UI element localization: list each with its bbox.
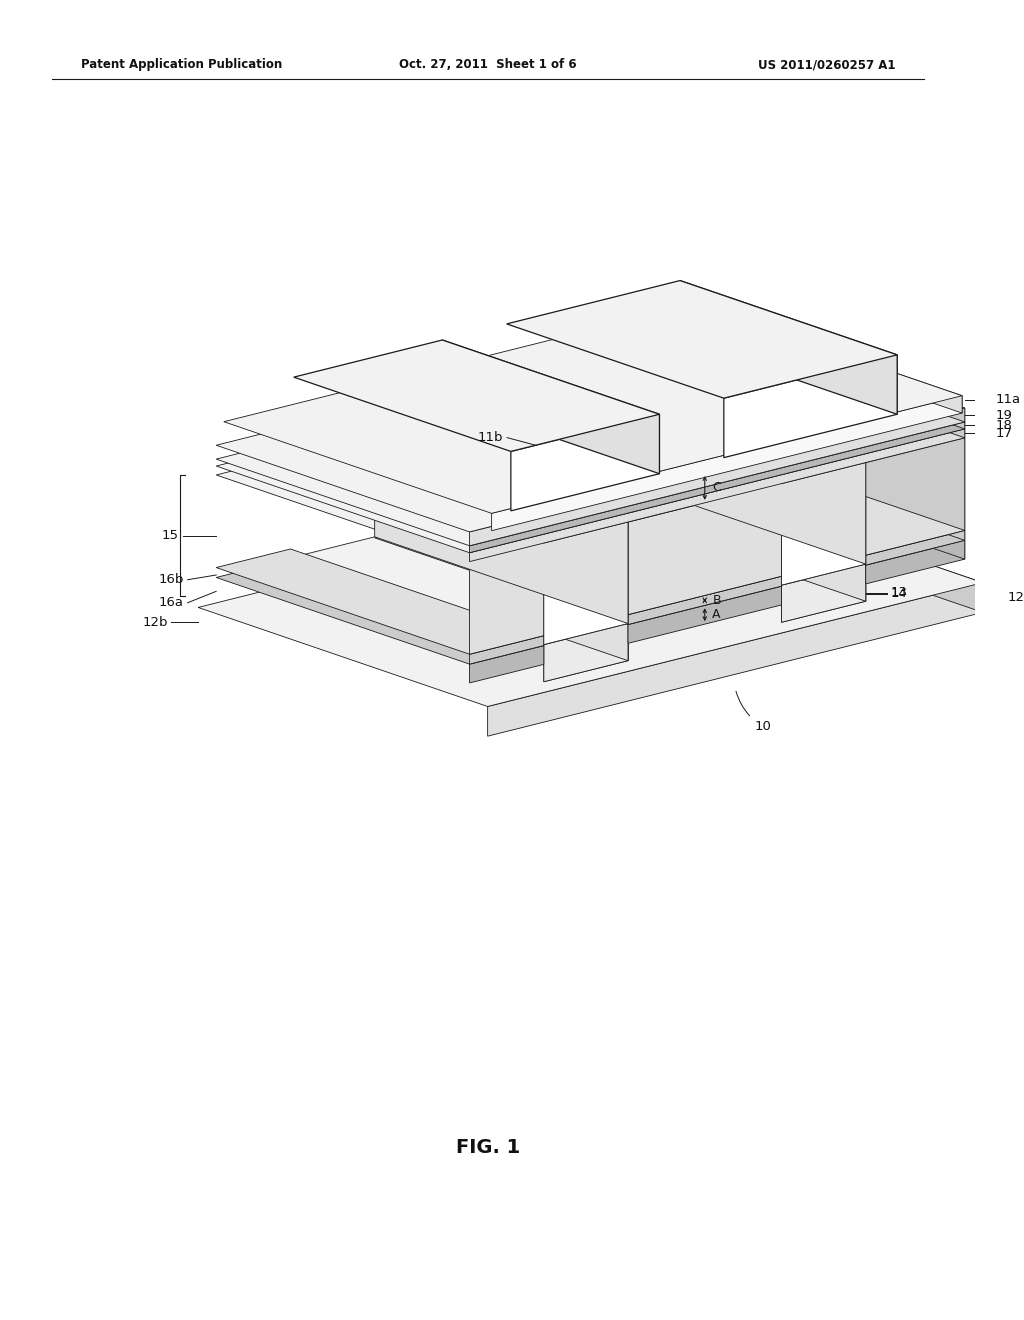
Text: 14: 14 (891, 587, 907, 601)
Text: C: C (713, 482, 721, 495)
Polygon shape (291, 552, 628, 660)
Polygon shape (612, 444, 965, 556)
Polygon shape (694, 304, 963, 413)
Polygon shape (294, 341, 659, 451)
Polygon shape (865, 531, 965, 565)
Polygon shape (781, 579, 865, 622)
Polygon shape (291, 537, 628, 644)
Polygon shape (865, 540, 965, 583)
Polygon shape (712, 454, 965, 560)
Polygon shape (507, 281, 897, 399)
Polygon shape (628, 483, 781, 615)
Text: 12b: 12b (142, 616, 168, 628)
Polygon shape (628, 577, 781, 624)
Polygon shape (470, 543, 544, 655)
Text: Oct. 27, 2011  Sheet 1 of 6: Oct. 27, 2011 Sheet 1 of 6 (398, 58, 577, 71)
Polygon shape (375, 490, 781, 615)
Text: 13: 13 (891, 586, 907, 599)
Polygon shape (216, 322, 965, 532)
Polygon shape (492, 396, 963, 531)
Polygon shape (375, 537, 628, 661)
Text: FIG. 1: FIG. 1 (456, 1138, 520, 1158)
Text: 18: 18 (995, 418, 1012, 432)
Polygon shape (865, 438, 965, 556)
Polygon shape (470, 422, 965, 553)
Polygon shape (216, 335, 965, 545)
Polygon shape (375, 499, 781, 624)
Polygon shape (612, 376, 865, 564)
Text: 16b: 16b (159, 573, 184, 586)
Polygon shape (712, 335, 965, 429)
Polygon shape (612, 351, 965, 462)
Text: Patent Application Publication: Patent Application Publication (81, 58, 283, 71)
Polygon shape (470, 408, 965, 545)
Text: 17: 17 (995, 426, 1013, 440)
Text: 16a: 16a (159, 597, 184, 610)
Text: 19: 19 (995, 408, 1012, 421)
Polygon shape (470, 429, 965, 561)
Polygon shape (544, 639, 628, 681)
Polygon shape (528, 492, 865, 601)
Polygon shape (375, 552, 628, 661)
Polygon shape (628, 586, 781, 643)
Polygon shape (216, 342, 965, 553)
Polygon shape (712, 351, 965, 531)
Polygon shape (216, 549, 544, 655)
Polygon shape (442, 341, 659, 474)
Polygon shape (612, 478, 865, 601)
Text: 11b: 11b (478, 432, 503, 444)
Polygon shape (291, 436, 628, 543)
Polygon shape (216, 457, 544, 561)
Polygon shape (712, 444, 965, 540)
Text: 12a: 12a (1008, 591, 1024, 605)
Polygon shape (487, 582, 983, 737)
Polygon shape (612, 492, 865, 601)
Polygon shape (224, 304, 963, 513)
Polygon shape (544, 521, 628, 644)
Polygon shape (375, 436, 628, 623)
Polygon shape (781, 462, 865, 585)
Text: 10: 10 (736, 692, 771, 733)
Polygon shape (216, 558, 544, 664)
Text: A: A (713, 609, 721, 622)
Polygon shape (544, 623, 628, 681)
Polygon shape (693, 483, 983, 612)
Text: US 2011/0260257 A1: US 2011/0260257 A1 (758, 58, 895, 71)
Polygon shape (712, 342, 965, 438)
Polygon shape (528, 478, 865, 585)
Polygon shape (724, 355, 897, 458)
Text: 15: 15 (162, 529, 179, 543)
Polygon shape (511, 414, 659, 511)
Polygon shape (528, 376, 865, 483)
Polygon shape (612, 454, 965, 565)
Polygon shape (375, 397, 781, 521)
Polygon shape (198, 483, 983, 706)
Polygon shape (781, 564, 865, 622)
Polygon shape (470, 636, 544, 664)
Text: B: B (713, 594, 721, 607)
Text: 11a: 11a (995, 393, 1020, 407)
Polygon shape (712, 322, 965, 422)
Polygon shape (680, 281, 897, 414)
Polygon shape (470, 645, 544, 682)
